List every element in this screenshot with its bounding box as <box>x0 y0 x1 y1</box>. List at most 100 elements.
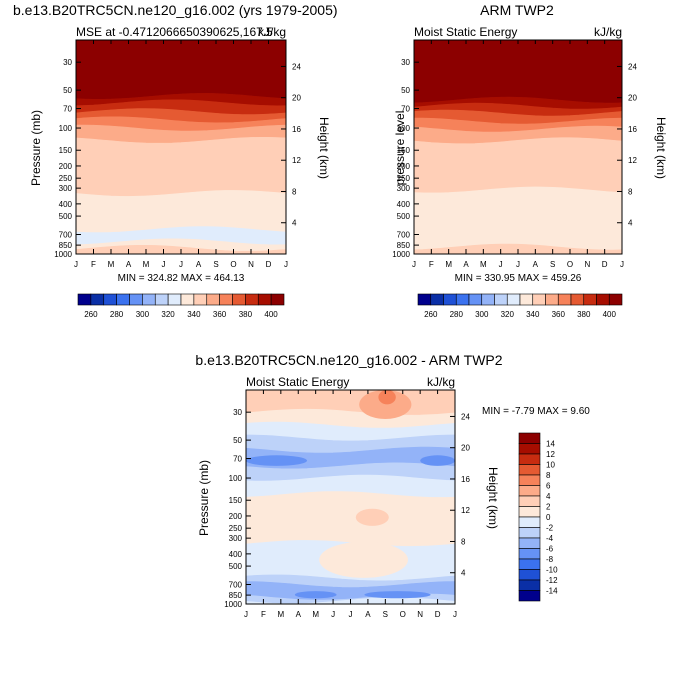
colorbar-label: 260 <box>424 310 438 319</box>
x-tick-label: N <box>417 610 423 619</box>
colorbar-box <box>570 293 585 306</box>
y-tick-label: 200 <box>397 162 411 171</box>
x-tick-label: D <box>435 610 441 619</box>
contour-band <box>414 186 622 251</box>
x-tick-label: M <box>480 260 487 269</box>
y-tick-label: 30 <box>63 58 72 67</box>
colorbar-box <box>518 474 541 486</box>
y-tick-label: 300 <box>229 534 243 543</box>
x-tick-label: A <box>126 260 132 269</box>
colorbar-label: 360 <box>552 310 566 319</box>
colorbar-box <box>518 579 541 591</box>
colorbar-box <box>417 293 432 306</box>
contour-feature <box>420 455 455 466</box>
y-tick-label-right: 4 <box>461 569 466 578</box>
y-tick-label: 200 <box>59 162 73 171</box>
colorbar-box <box>219 293 233 306</box>
x-tick-label: S <box>550 260 555 269</box>
colorbar-label: 8 <box>546 471 551 480</box>
colorbar-label: 300 <box>136 310 150 319</box>
y-tick-label-right: 4 <box>628 219 633 228</box>
panel-0-subtitle-right: kJ/kg <box>258 25 286 39</box>
x-tick-label: M <box>277 610 284 619</box>
y-tick-label: 30 <box>401 58 410 67</box>
y-tick-label-right: 20 <box>628 94 637 103</box>
colorbar-label: 360 <box>213 310 227 319</box>
y-tick-label: 850 <box>229 591 243 600</box>
colorbar-box <box>167 293 182 306</box>
y-tick-label: 400 <box>229 550 243 559</box>
panel-1-contour-fills <box>414 40 622 254</box>
colorbar-box <box>557 293 572 306</box>
x-tick-label: J <box>620 260 624 269</box>
colorbar-box <box>430 293 444 306</box>
colorbar-label: 4 <box>546 492 551 501</box>
panel-2-ylabel: Pressure (mb) <box>197 460 211 536</box>
contour-band <box>76 40 286 100</box>
x-tick-label: J <box>412 260 416 269</box>
y-tick-label: 50 <box>401 86 410 95</box>
y-tick-label: 100 <box>59 124 73 133</box>
colorbar-box <box>90 293 105 306</box>
x-tick-label: J <box>162 260 166 269</box>
y-tick-label: 70 <box>233 455 242 464</box>
colorbar-label: 0 <box>546 513 551 522</box>
colorbar-label: 2 <box>546 503 551 512</box>
y-tick-label: 50 <box>63 86 72 95</box>
y-tick-label: 70 <box>401 105 410 114</box>
colorbar-box <box>180 293 195 306</box>
x-tick-label: A <box>296 610 302 619</box>
y-tick-label: 250 <box>229 524 243 533</box>
colorbar-label: 380 <box>577 310 591 319</box>
colorbar-box <box>468 293 483 306</box>
x-tick-label: J <box>349 610 353 619</box>
colorbar-box <box>518 506 541 518</box>
y-tick-label: 400 <box>397 200 411 209</box>
colorbar-box <box>518 537 541 549</box>
y-tick-label: 250 <box>397 174 411 183</box>
y-tick-label: 850 <box>59 241 73 250</box>
panel-0-stats: MIN = 324.82 MAX = 464.13 <box>118 273 245 284</box>
colorbar-label: 320 <box>161 310 175 319</box>
panel-1-title: ARM TWP2 <box>480 2 554 18</box>
colorbar-label: 12 <box>546 450 555 459</box>
colorbar-label: 280 <box>450 310 464 319</box>
y-tick-label: 70 <box>63 105 72 114</box>
x-tick-label: M <box>312 610 319 619</box>
colorbar-box <box>142 293 156 306</box>
contour-feature <box>294 591 337 599</box>
x-tick-label: M <box>445 260 452 269</box>
colorbar-box <box>608 293 623 306</box>
y-tick-label: 700 <box>397 230 411 239</box>
y-tick-label-right: 12 <box>292 156 301 165</box>
y-tick-label: 200 <box>229 512 243 521</box>
y-tick-label: 500 <box>229 562 243 571</box>
y-tick-label: 150 <box>229 496 243 505</box>
panel-model-mse: b.e13.B20TRC5CN.ne120_g16.002 (yrs 1979-… <box>13 2 338 319</box>
panel-2-subtitle-left: Moist Static Energy <box>246 375 349 389</box>
y-tick-label-right: 16 <box>292 125 301 134</box>
panel-1-ylabel-right: Height (km) <box>654 117 668 179</box>
panel-0-subtitle-left: MSE at -0.4712066650390625,167.5 <box>76 25 273 39</box>
colorbar-box <box>232 293 246 306</box>
y-tick-label-right: 12 <box>461 506 470 515</box>
y-tick-label-right: 8 <box>292 187 297 196</box>
colorbar-box <box>77 293 92 306</box>
contour-band <box>76 137 286 197</box>
colorbar-label: -8 <box>546 555 554 564</box>
x-tick-label: F <box>261 610 266 619</box>
contour-band <box>76 190 286 233</box>
y-tick-label: 1000 <box>224 600 242 609</box>
colorbar-box <box>518 432 541 444</box>
colorbar-box <box>518 548 541 560</box>
x-tick-label: N <box>248 260 254 269</box>
y-tick-label: 150 <box>397 146 411 155</box>
contour-feature <box>364 591 431 599</box>
panel-0-ylabel: Pressure (mb) <box>29 110 43 186</box>
panel-2-title: b.e13.B20TRC5CN.ne120_g16.002 - ARM TWP2 <box>195 352 502 368</box>
y-tick-label-right: 12 <box>628 156 637 165</box>
y-tick-label-right: 24 <box>461 412 470 421</box>
colorbar-box <box>545 293 559 306</box>
